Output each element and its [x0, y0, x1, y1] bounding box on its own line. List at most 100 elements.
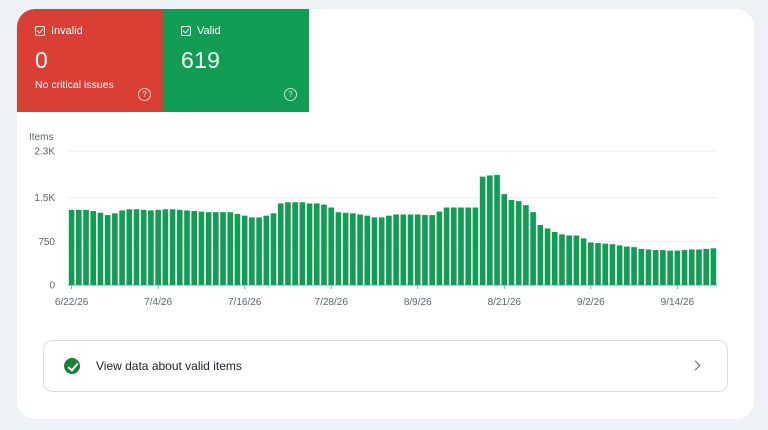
bar [342, 212, 349, 285]
bar [587, 242, 594, 285]
checkbox-icon[interactable] [35, 26, 45, 36]
y-tick-label: 1.5K [34, 193, 55, 204]
bar [530, 212, 536, 285]
invalid-count: 0 [35, 47, 49, 73]
x-tick-label: 8/9/26 [404, 297, 432, 308]
chevron-right-icon [690, 360, 701, 371]
view-valid-items-link[interactable]: View data about valid items [43, 340, 728, 392]
bar [400, 214, 407, 285]
bar [306, 203, 313, 285]
bar [487, 175, 493, 285]
bar [703, 248, 709, 285]
help-icon[interactable]: ? [138, 88, 151, 101]
bar [573, 235, 580, 285]
bar [393, 214, 399, 285]
bar [148, 210, 154, 285]
bar [537, 224, 544, 285]
bar [602, 243, 609, 285]
bar [674, 250, 681, 285]
bar [559, 234, 565, 285]
bar [443, 207, 450, 285]
bar [566, 235, 572, 285]
bar [112, 213, 118, 285]
bar [696, 249, 702, 285]
bar [234, 213, 241, 285]
help-icon[interactable]: ? [284, 88, 297, 101]
bar [458, 207, 464, 285]
valid-label: Valid [197, 25, 221, 37]
bar [270, 213, 277, 285]
bar [140, 209, 147, 285]
bar [227, 212, 234, 285]
bar [104, 215, 111, 285]
invalid-summary-tile[interactable]: Invalid 0 No critical issues ? [17, 9, 163, 112]
bar [97, 212, 104, 285]
x-tick-label: 8/21/26 [488, 297, 522, 308]
bar [436, 211, 443, 285]
x-tick-label: 9/2/26 [577, 297, 605, 308]
bar [277, 203, 284, 285]
bar [241, 215, 248, 285]
bar [162, 209, 169, 285]
bar [681, 250, 688, 285]
bar [357, 214, 363, 285]
invalid-subtitle: No critical issues [35, 79, 114, 91]
bar [335, 212, 342, 285]
bar [515, 201, 522, 285]
bar [119, 210, 125, 285]
bar [660, 250, 666, 285]
bar [407, 214, 414, 285]
valid-summary-tile[interactable]: Valid 619 ? [163, 9, 309, 112]
bar [465, 207, 472, 285]
bar [90, 211, 97, 285]
bar [328, 207, 335, 285]
bar [386, 215, 392, 285]
bar [213, 212, 219, 285]
bar [371, 217, 378, 285]
bar [126, 209, 133, 285]
x-tick-label: 7/16/26 [228, 297, 262, 308]
bar [350, 213, 356, 285]
bar [198, 211, 205, 285]
bar [422, 215, 428, 285]
bar [429, 215, 435, 285]
bar [256, 217, 262, 285]
bar [652, 250, 659, 285]
bar [523, 205, 529, 285]
bar [544, 228, 551, 285]
y-axis-label: Items [29, 132, 53, 143]
bar [710, 248, 717, 285]
bar [133, 209, 140, 285]
checkbox-icon[interactable] [181, 26, 191, 36]
items-bar-chart: Items 0 750 1.5K 2.3K 6/22/26 7/4/26 7/16/26 7/2… [29, 132, 717, 308]
y-tick-label: 750 [38, 237, 55, 248]
bar [472, 207, 479, 285]
bar [624, 246, 630, 285]
bar [76, 209, 82, 285]
view-valid-items-label: View data about valid items [96, 359, 242, 373]
bar [191, 211, 198, 285]
bar [220, 212, 226, 285]
x-tick-label: 7/28/26 [315, 297, 349, 308]
bar [494, 174, 500, 285]
bar [631, 247, 637, 285]
bar [299, 202, 306, 285]
bar [155, 209, 161, 285]
bar [205, 212, 212, 285]
bar [68, 209, 75, 285]
bar [176, 209, 183, 285]
bar [450, 207, 457, 285]
bar [667, 250, 673, 285]
bar [609, 244, 616, 285]
y-tick-label: 0 [49, 281, 55, 292]
bar [645, 249, 652, 285]
bar [580, 238, 587, 285]
bar [551, 231, 558, 285]
bar [638, 248, 645, 285]
invalid-label: Invalid [51, 25, 83, 37]
bar [83, 209, 89, 285]
bar [364, 215, 371, 285]
bar [501, 194, 508, 285]
bar [285, 202, 291, 285]
bar [414, 214, 421, 285]
